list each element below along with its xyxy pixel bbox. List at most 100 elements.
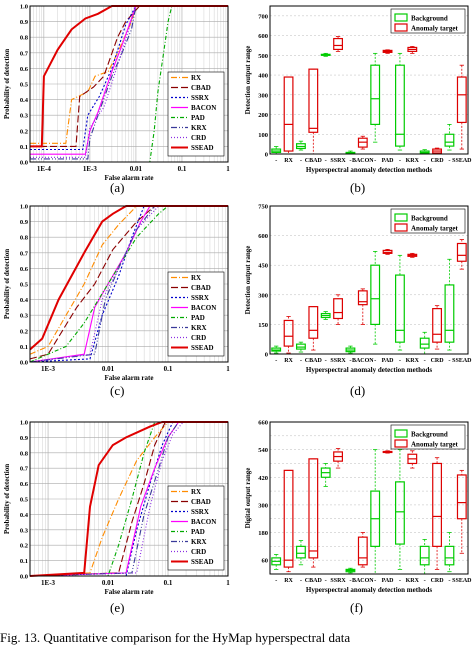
- box-body: [333, 298, 343, 320]
- box-body: [296, 545, 306, 559]
- y-axis-label: Digital output range: [244, 468, 252, 529]
- box-anomaly-ssrx: [333, 448, 343, 469]
- y-axis-label: Detection output range: [244, 246, 252, 315]
- box-anomaly-pad: [382, 49, 393, 54]
- box-anomaly-ssead: [456, 469, 467, 554]
- x-tick-label: -: [399, 357, 401, 364]
- x-tick-label: 1E-3: [41, 365, 56, 373]
- x-tick-label: -: [374, 577, 376, 584]
- legend-label: Background: [411, 431, 448, 439]
- box-anomaly-ssrx: [333, 36, 343, 52]
- caption-b: (b): [350, 180, 366, 195]
- box-anomaly-krx: [407, 450, 418, 469]
- x-axis-label: False alarm rate: [105, 588, 154, 596]
- y-tick-label: 0.7: [20, 50, 29, 57]
- box-background-cbad: [296, 140, 306, 151]
- legend-label: PAD: [191, 528, 205, 536]
- x-tick-label: RX: [284, 358, 293, 364]
- x-tick-label: 1E-3: [83, 165, 98, 173]
- x-tick-label: -: [424, 357, 426, 364]
- x-tick-label: BACON: [352, 578, 374, 584]
- x-tick-label: -: [374, 157, 376, 164]
- y-tick-label: 0.7: [20, 466, 29, 473]
- y-tick-label: 60: [262, 558, 269, 565]
- legend-label: CRD: [191, 548, 206, 556]
- x-tick-label: 1: [226, 365, 230, 373]
- box-anomaly-bacon: [357, 135, 368, 150]
- legend-swatch: [394, 439, 408, 448]
- x-axis-label: False alarm rate: [105, 174, 154, 182]
- legend-label: BACON: [191, 104, 216, 112]
- plot-frame: [29, 205, 229, 363]
- box-anomaly-rx: [283, 469, 294, 573]
- box-body: [419, 337, 430, 349]
- x-tick-label: 0.1: [178, 165, 187, 173]
- x-tick-label: 0.1: [164, 579, 173, 587]
- x-tick-label: -: [275, 577, 277, 584]
- legend-label: SSRX: [191, 94, 209, 102]
- y-axis-label: Probability of detection: [3, 249, 11, 319]
- box-body: [444, 284, 455, 343]
- caption-a: (a): [110, 180, 125, 195]
- legend-label: Anomaly target: [411, 25, 459, 33]
- box-body: [432, 308, 442, 343]
- legend-label: CRD: [191, 134, 206, 142]
- roc-chart-4: 1E-3 0.01 0.1 1 0.0 0.1 0.2 0.3 0.4 0.5 0.6 0.7 0.8 0…: [3, 420, 230, 597]
- figure-footer: Fig. 13. Quantitative comparison for the…: [0, 630, 351, 645]
- y-tick-label: 600: [258, 33, 268, 40]
- legend-box: [167, 485, 225, 571]
- y-tick-label: 0.1: [20, 344, 28, 351]
- legend-label: Anomaly target: [411, 441, 459, 449]
- box-body: [283, 469, 294, 568]
- box-anomaly-cbad: [308, 68, 319, 155]
- legend-swatch: [394, 23, 408, 32]
- box-body: [456, 474, 467, 520]
- series-line-ssead: [29, 421, 228, 577]
- y-axis-label: Probability of detection: [3, 49, 11, 119]
- box-anomaly-bacon: [357, 288, 368, 325]
- box-body: [432, 462, 442, 547]
- x-tick-label: 0.01: [102, 365, 115, 373]
- plot-frame: [29, 421, 229, 577]
- box-body: [283, 319, 294, 347]
- roc-chart-2: 1E-3 0.01 0.1 1 0.0 0.1 0.2 0.3 0.4 0.5 0.6 0.7 0.8 0…: [3, 204, 230, 383]
- x-tick-label: -: [448, 577, 450, 584]
- series-line-crd: [29, 421, 228, 577]
- x-tick-label: CBAD: [305, 358, 323, 364]
- y-tick-label: 700: [258, 13, 268, 20]
- y-tick-label: 180: [258, 530, 268, 537]
- y-tick-label: 660: [258, 420, 268, 427]
- figure-canvas: 1E-4 1E-3 0.01 0.1 10.00.10.20.30.40.50.60.7…: [3, 4, 472, 597]
- y-tick-label: 300: [258, 292, 268, 299]
- y-tick-label: 420: [258, 475, 268, 482]
- y-tick-label: 0.7: [20, 250, 29, 257]
- box-background-pad: [370, 52, 381, 143]
- x-tick-label: -: [349, 357, 351, 364]
- box-background-bacon: [345, 567, 356, 574]
- x-tick-label: -: [349, 577, 351, 584]
- y-tick-label: 1.0: [20, 420, 28, 427]
- legend-label: SSRX: [191, 508, 209, 516]
- y-tick-label: 0.2: [20, 128, 28, 135]
- y-tick-label: 0.9: [20, 19, 29, 26]
- y-tick-label: 0.5: [20, 282, 29, 289]
- series-line-ssrx: [29, 205, 228, 363]
- x-tick-label: -: [424, 157, 426, 164]
- box-anomaly-pad: [382, 249, 393, 255]
- x-tick-label: KRX: [406, 578, 420, 584]
- x-tick-label: -: [448, 357, 450, 364]
- box-background-ssrx: [320, 52, 331, 57]
- x-tick-label: CBAD: [305, 158, 323, 164]
- series-line-cbad: [29, 205, 228, 360]
- y-tick-label: 0.3: [20, 113, 29, 120]
- box-anomaly-bacon: [357, 532, 368, 568]
- y-tick-label: 0.9: [20, 435, 29, 442]
- legend-swatch: [394, 13, 408, 22]
- x-tick-label: SSEAD: [452, 578, 472, 584]
- legend-label: CRD: [191, 334, 206, 342]
- caption-f: (f): [350, 600, 363, 615]
- box-background-rx: [271, 554, 282, 570]
- x-tick-label: 1E-4: [37, 165, 52, 173]
- x-tick-label: CRD: [431, 578, 445, 584]
- box-anomaly-crd: [432, 305, 442, 350]
